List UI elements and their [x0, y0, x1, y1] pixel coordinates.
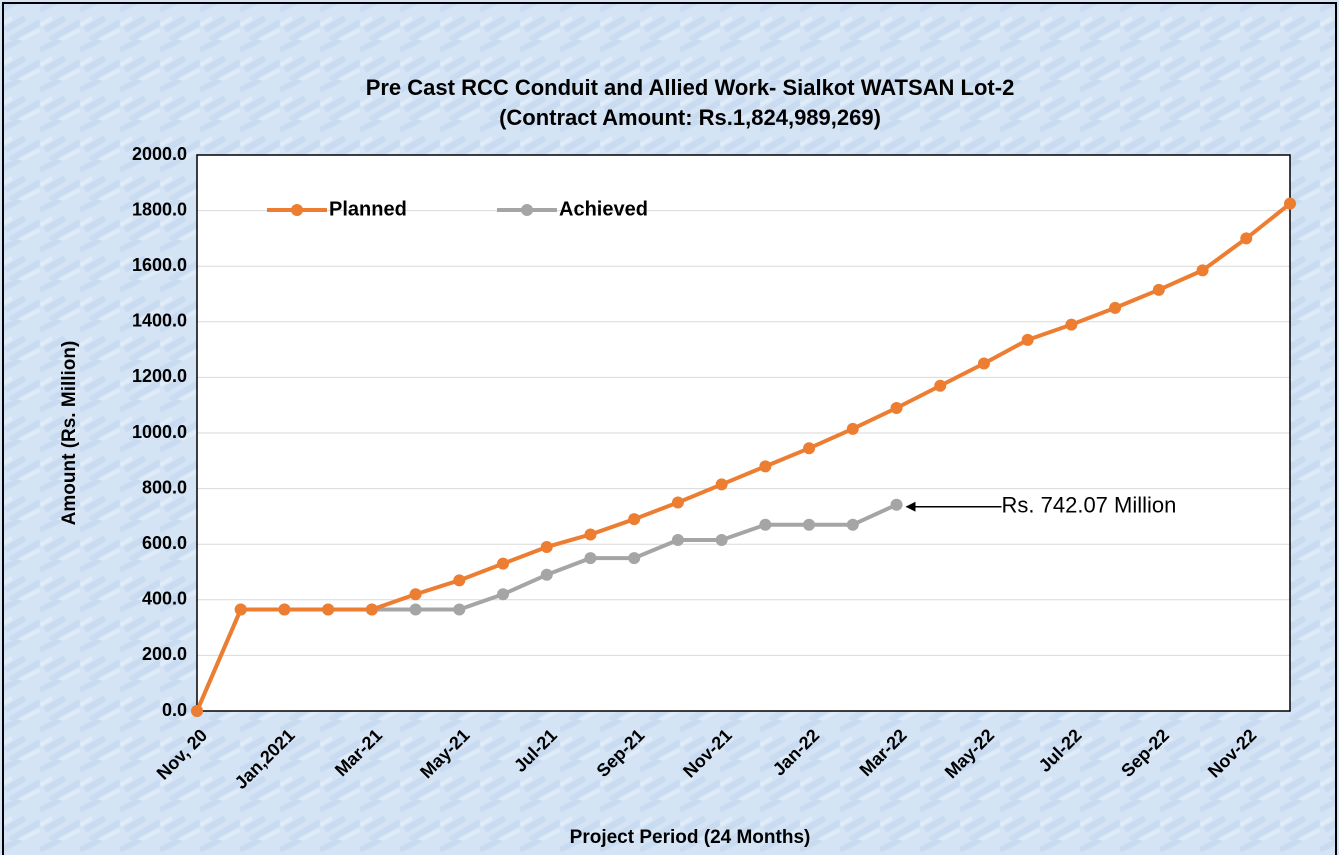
data-point [453, 574, 466, 587]
data-point [540, 540, 553, 553]
legend-marker [291, 204, 303, 216]
x-axis-title: Project Period (24 Months) [570, 827, 811, 848]
y-tick-label: 400.0 [142, 589, 187, 609]
data-point [453, 603, 466, 616]
y-tick-label: 600.0 [142, 533, 187, 553]
data-point [890, 498, 903, 511]
data-point [803, 518, 816, 531]
data-point [759, 460, 772, 473]
legend-marker [521, 204, 533, 216]
data-point [803, 442, 816, 455]
data-point [759, 518, 772, 531]
data-point [1240, 232, 1253, 245]
data-point [409, 588, 422, 601]
annotation: Rs. 742.07 Million [1002, 493, 1177, 518]
data-point [628, 552, 641, 565]
data-point [934, 379, 947, 392]
y-tick-label: 0.0 [162, 700, 187, 720]
data-point [977, 357, 990, 370]
data-point [715, 478, 728, 491]
data-point [1109, 301, 1122, 314]
chart-title: Pre Cast RCC Conduit and Allied Work- Si… [366, 75, 1015, 100]
data-point [671, 534, 684, 547]
data-point [322, 603, 335, 616]
y-tick-label: 800.0 [142, 477, 187, 497]
y-tick-label: 1800.0 [132, 199, 187, 219]
y-tick-label: 1400.0 [132, 311, 187, 331]
y-tick-label: 1600.0 [132, 255, 187, 275]
legend-label: Achieved [559, 198, 648, 220]
data-point [671, 496, 684, 509]
data-point [234, 603, 247, 616]
data-point [846, 518, 859, 531]
chart-subtitle: (Contract Amount: Rs.1,824,989,269) [499, 105, 881, 130]
data-point [846, 422, 859, 435]
data-point [1196, 264, 1209, 277]
data-point [497, 557, 510, 570]
data-point [584, 528, 597, 541]
data-point [191, 705, 203, 717]
data-point [715, 534, 728, 547]
y-tick-label: 200.0 [142, 644, 187, 664]
y-axis-title: Amount (Rs. Million) [59, 341, 80, 526]
plot-border [196, 154, 1291, 712]
data-point [1065, 318, 1078, 331]
data-point [365, 603, 378, 616]
data-point [1021, 333, 1034, 346]
data-point [628, 513, 641, 526]
data-point [278, 603, 291, 616]
series-line [195, 202, 1292, 712]
y-tick-label: 2000.0 [132, 144, 187, 164]
data-point [584, 552, 597, 565]
legend-label: Planned [329, 198, 407, 220]
data-point [1152, 283, 1165, 296]
data-point [1284, 197, 1296, 210]
y-tick-label: 1200.0 [132, 366, 187, 386]
data-point [890, 401, 903, 414]
y-tick-label: 1000.0 [132, 422, 187, 442]
data-point [497, 588, 510, 601]
data-point [540, 568, 553, 581]
data-point [409, 603, 422, 616]
